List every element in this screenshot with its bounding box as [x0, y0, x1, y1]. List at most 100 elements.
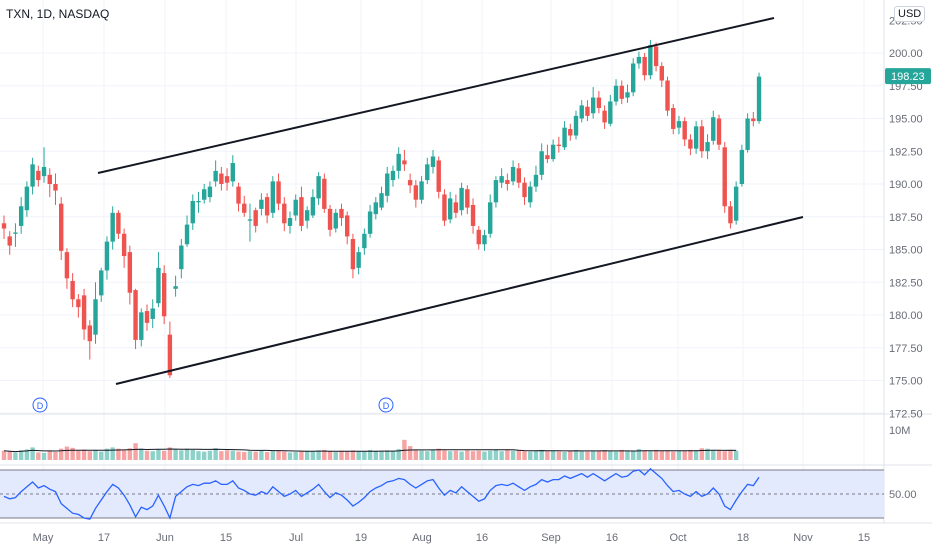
candle-up [590, 97, 596, 114]
candle-up [739, 149, 745, 184]
candle-down [602, 110, 607, 123]
candle-up [430, 156, 436, 167]
candle-up [562, 127, 567, 148]
volume-bar [259, 450, 264, 460]
volume-bar [430, 449, 436, 460]
time-tick-label: 17 [98, 532, 110, 544]
volume-bar [310, 451, 316, 460]
volume-bar [144, 450, 150, 460]
candle-down [167, 334, 173, 376]
volume-bar [493, 449, 499, 460]
candle-down [219, 173, 224, 184]
volume-bar [179, 450, 184, 460]
upper-trendline [97, 17, 775, 174]
candle-down [413, 185, 419, 200]
candle-up [613, 85, 619, 102]
candle-up [18, 206, 24, 226]
dividend-marker-icon[interactable] [378, 397, 394, 413]
volume-bar [528, 451, 533, 460]
volume-bar [625, 450, 630, 460]
volume-bar [465, 450, 470, 460]
rsi-scale-label: 50.00 [889, 489, 917, 501]
candle-up [756, 76, 762, 122]
volume-bar [36, 452, 41, 460]
volume-bar [99, 451, 104, 460]
candle-down [585, 106, 590, 116]
channel-trendlines[interactable] [97, 17, 804, 385]
volume-bar [70, 447, 75, 460]
volume-bar [356, 451, 361, 460]
volume-bar [53, 452, 58, 460]
candle-up [425, 164, 430, 181]
volume-bar [133, 443, 138, 460]
volume-bar [653, 449, 659, 460]
candle-down [728, 206, 733, 224]
candle-up [310, 197, 316, 216]
volume-bar [202, 451, 207, 460]
volume-bar [716, 450, 722, 460]
candle-up [379, 193, 384, 208]
time-tick-label: 19 [355, 532, 367, 544]
volume-bar [671, 451, 676, 460]
volume-bar [64, 446, 70, 460]
volume-bar [407, 446, 413, 460]
volume-bar [116, 448, 121, 460]
candle-down [116, 212, 121, 234]
volume-bar [396, 449, 401, 460]
price-tick-label: 175.00 [889, 376, 923, 388]
volume-bar [436, 448, 441, 460]
volume-bar [447, 451, 453, 460]
price-tick-label: 177.50 [889, 343, 923, 355]
symbol-title[interactable]: TXN, 1D, NASDAQ [6, 7, 110, 21]
price-tick-label: 182.50 [889, 277, 923, 289]
volume-bar [693, 450, 699, 460]
candle-down [596, 97, 602, 109]
candle-up [482, 235, 487, 245]
volume-bar [41, 452, 47, 460]
volume-bar [156, 449, 161, 460]
volume-bar [699, 448, 705, 460]
candle-down [70, 280, 75, 300]
time-tick-label: 15 [220, 532, 232, 544]
candle-up [573, 115, 579, 136]
volume-bar [196, 451, 201, 460]
volume-bar [636, 449, 642, 460]
volume-bar [545, 451, 550, 460]
currency-button[interactable]: USD [894, 6, 926, 22]
price-tick-label: 187.50 [889, 212, 923, 224]
candle-up [510, 166, 516, 182]
candle-down [516, 168, 521, 183]
volume-bar [230, 450, 235, 460]
volume-bar [556, 451, 562, 460]
last-price-badge [885, 68, 931, 85]
candle-down [76, 299, 81, 308]
volume-bar [522, 451, 527, 460]
dividend-marker-icon[interactable] [32, 397, 48, 413]
candle-up [648, 45, 653, 76]
candle-up [459, 187, 464, 211]
volume-bar [127, 448, 133, 460]
candle-up [293, 199, 298, 216]
volume-bar [316, 450, 321, 460]
volume-bar [339, 450, 344, 460]
volume-bar [76, 450, 81, 460]
time-tick-label: Aug [412, 532, 432, 544]
volume-bar [442, 450, 447, 460]
volume-bar [550, 450, 556, 460]
volume-bar [539, 449, 544, 460]
lower-trendline [115, 216, 804, 385]
candle-up [316, 176, 321, 199]
candle-down [722, 147, 727, 207]
last-price-label: 198.23 [891, 71, 925, 83]
candle-up [579, 105, 584, 119]
volume-bar [110, 447, 115, 460]
volume-bar [362, 451, 367, 460]
candle-up [539, 151, 544, 175]
rsi-panel [0, 467, 884, 520]
candle-down [470, 204, 476, 226]
candle-down [476, 229, 481, 245]
volume-bar [413, 449, 419, 460]
